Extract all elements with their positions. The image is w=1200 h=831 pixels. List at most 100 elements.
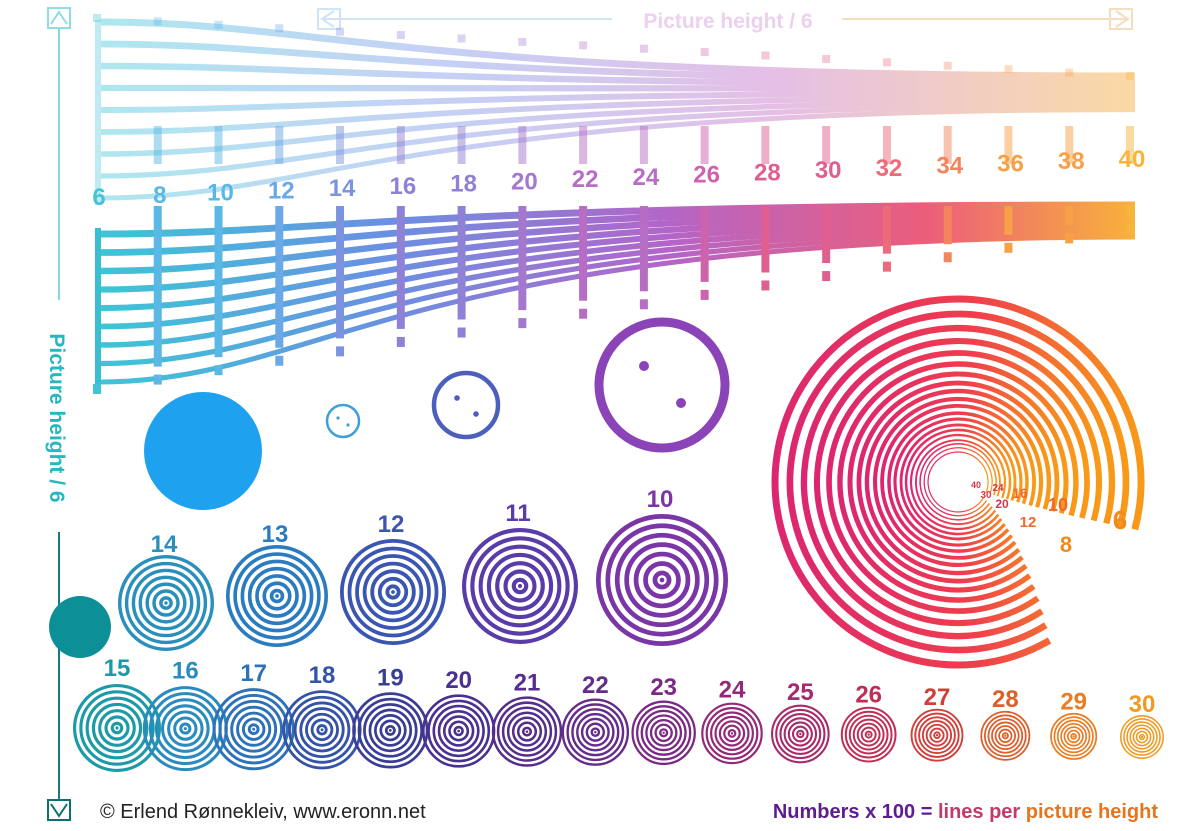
big-target-label: 12 bbox=[1020, 514, 1037, 531]
target-label: 11 bbox=[505, 500, 530, 527]
target-center bbox=[799, 732, 802, 736]
target-label: 22 bbox=[582, 672, 609, 699]
wedge-number: 6 bbox=[92, 184, 105, 211]
target-ring bbox=[233, 552, 321, 640]
big-spiral-target bbox=[771, 295, 1145, 669]
wedge-top-tick bbox=[214, 20, 223, 29]
big-target-ring bbox=[856, 380, 1060, 584]
wedge-bottom-tick bbox=[275, 355, 284, 366]
wedge-top-tick bbox=[1126, 72, 1134, 80]
target-ring bbox=[633, 551, 691, 609]
wedge-bar-upper bbox=[1065, 126, 1074, 164]
target-ring bbox=[79, 690, 155, 766]
big-target-ring bbox=[923, 447, 993, 517]
wedge-number: 18 bbox=[450, 171, 477, 198]
scale-note-part-c: picture height bbox=[1026, 801, 1159, 823]
target-ring bbox=[352, 692, 429, 769]
wedge-bar-upper bbox=[1126, 126, 1134, 164]
target-ring bbox=[247, 566, 307, 626]
target-ring bbox=[991, 721, 1020, 751]
target-ring bbox=[590, 727, 601, 738]
target-19 bbox=[352, 692, 429, 769]
wedge-bottom-tick bbox=[822, 271, 831, 282]
target-ring bbox=[316, 724, 328, 736]
target-24 bbox=[701, 702, 763, 765]
target-label: 18 bbox=[309, 662, 336, 689]
wedge-bottom-tick bbox=[93, 384, 101, 394]
target-ring bbox=[1138, 733, 1146, 741]
target-ring bbox=[448, 720, 470, 742]
target-ring bbox=[339, 539, 446, 646]
target-row-1: 14 13 12 11 10 bbox=[118, 486, 728, 652]
target-ring bbox=[844, 710, 893, 759]
wedge-bottom-tick bbox=[396, 336, 405, 347]
target-ring bbox=[1050, 712, 1098, 760]
target-13 bbox=[225, 544, 328, 647]
target-ring bbox=[91, 702, 143, 754]
target-label: 14 bbox=[151, 531, 178, 558]
target-ring bbox=[921, 720, 953, 751]
target-ring bbox=[373, 714, 407, 747]
target-ring bbox=[566, 703, 625, 762]
wedge-top-tick bbox=[457, 34, 466, 43]
target-ring bbox=[659, 728, 669, 738]
target-ring bbox=[994, 725, 1017, 747]
target-center bbox=[457, 729, 460, 733]
target-ring bbox=[293, 701, 351, 759]
wedge-tick-marks bbox=[93, 14, 1134, 394]
target-ring bbox=[631, 700, 696, 766]
target-ring bbox=[432, 704, 485, 758]
target-ring bbox=[796, 729, 805, 739]
target-center bbox=[659, 577, 665, 583]
target-ring bbox=[580, 717, 610, 747]
big-target-label: 10 bbox=[1048, 495, 1068, 515]
target-ring bbox=[224, 699, 284, 759]
target-ring bbox=[442, 715, 475, 747]
target-ring bbox=[864, 730, 873, 739]
big-target-ring bbox=[919, 443, 997, 521]
wedge-bottom-tick bbox=[518, 318, 527, 329]
wedge-number: 10 bbox=[207, 180, 234, 207]
target-label: 15 bbox=[104, 655, 131, 682]
target-ring bbox=[362, 561, 424, 623]
target-ring bbox=[161, 704, 210, 753]
wedge-bottom-tick bbox=[882, 261, 891, 272]
wedge-lower-line bbox=[99, 226, 1136, 348]
wedge-number-labels: 6 8 10 12 14 16 18 20 22 24 26 28 30 32 34 36 38 40 bbox=[92, 146, 1145, 211]
target-ring bbox=[614, 532, 710, 628]
wedge-bottom-tick bbox=[943, 252, 952, 263]
wedge-bar-lower bbox=[943, 206, 952, 245]
wedge-top-tick bbox=[639, 44, 648, 53]
wedge-bar-lower bbox=[1126, 206, 1134, 218]
target-label: 24 bbox=[719, 677, 746, 704]
wedge-bottom-tick bbox=[457, 327, 466, 338]
wedge-bar-lower bbox=[336, 206, 345, 339]
target-ring bbox=[709, 711, 754, 756]
big-target-label: 8 bbox=[1060, 532, 1072, 557]
wedge-lower-line bbox=[99, 222, 1136, 330]
big-target-ring bbox=[864, 388, 1052, 576]
big-target-ring bbox=[880, 403, 1036, 560]
target-ring bbox=[654, 723, 673, 743]
wedge-top-tick bbox=[1065, 68, 1074, 77]
target-ring bbox=[998, 728, 1013, 743]
target-label: 25 bbox=[787, 679, 814, 706]
target-ring bbox=[357, 697, 424, 764]
target-ring bbox=[918, 716, 956, 755]
target-ring bbox=[255, 574, 299, 618]
wedge-number: 38 bbox=[1058, 148, 1085, 175]
target-ring bbox=[495, 561, 545, 611]
wedge-top-tick bbox=[761, 51, 770, 60]
target-ring bbox=[856, 722, 881, 747]
target-ring bbox=[486, 552, 554, 620]
target-center bbox=[275, 594, 279, 598]
wedge-upper-line bbox=[99, 94, 1136, 135]
wedge-top-tick bbox=[943, 61, 952, 70]
target-ring bbox=[453, 725, 464, 737]
wedge-lower-line bbox=[99, 230, 1136, 367]
target-ring bbox=[511, 716, 543, 747]
target-ring bbox=[241, 717, 266, 741]
target-center bbox=[183, 727, 187, 731]
wedge-bar-lower bbox=[457, 206, 466, 320]
